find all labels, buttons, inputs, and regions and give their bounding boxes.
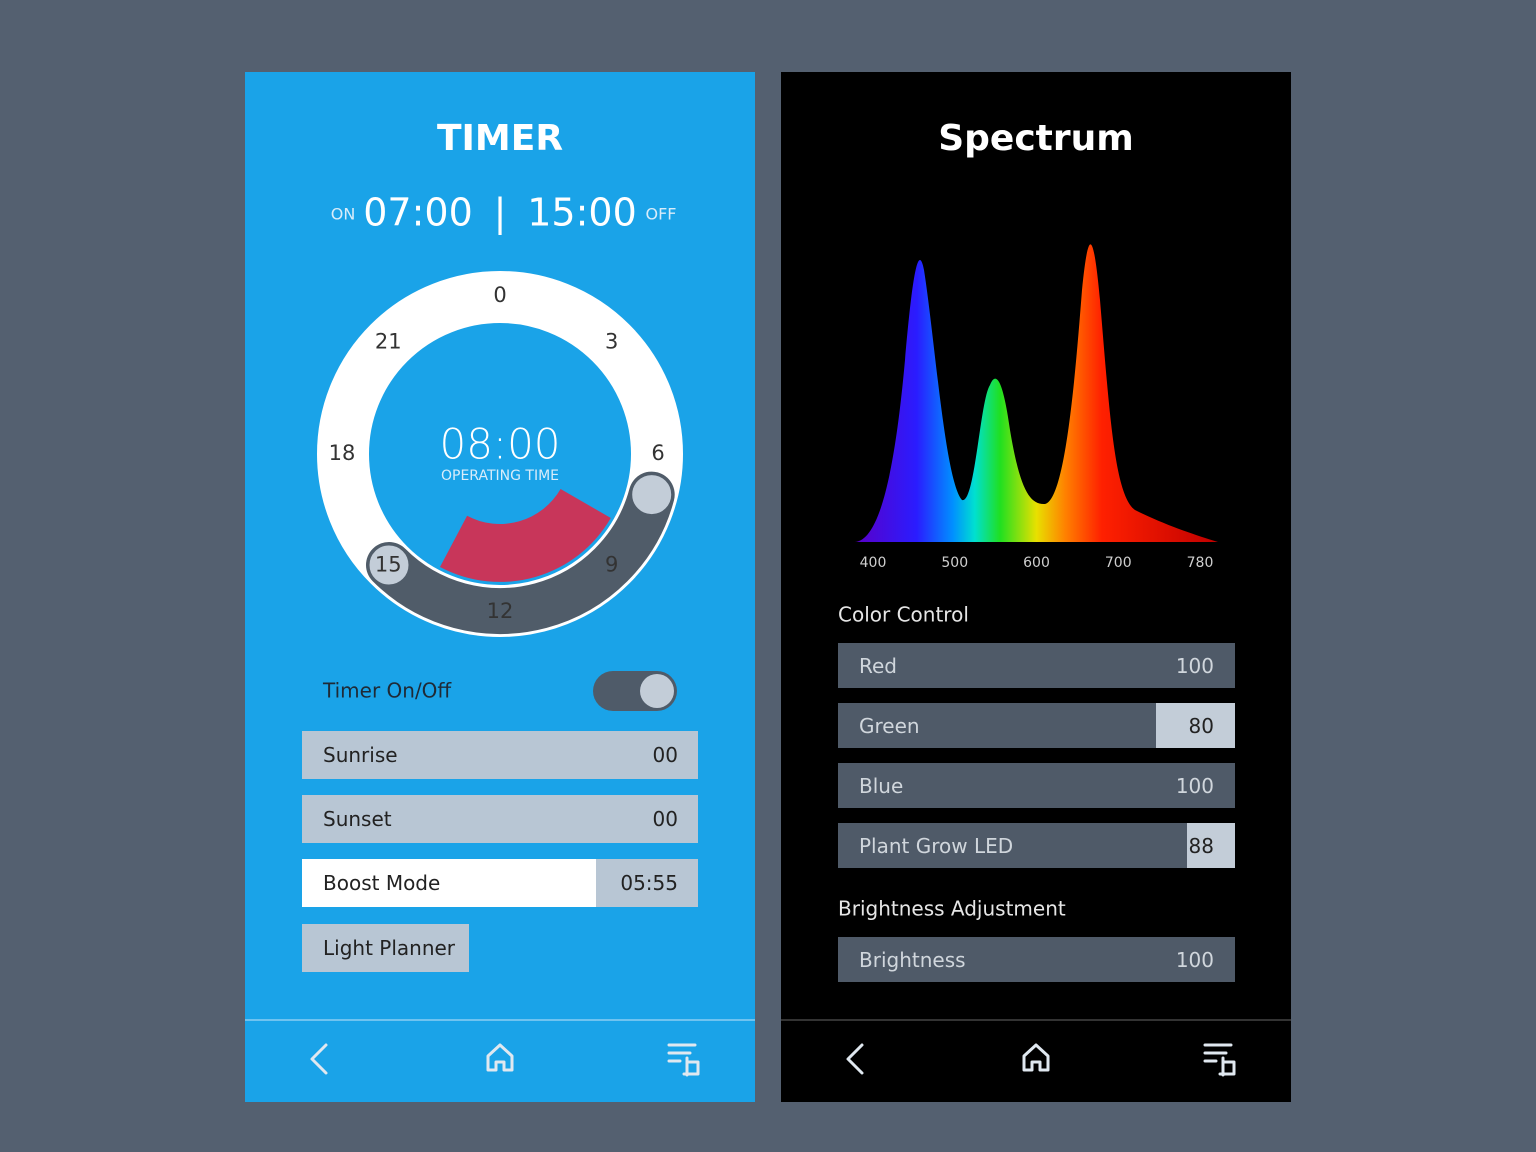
button-label: Light Planner	[323, 936, 456, 960]
slider-value: 100	[1175, 947, 1214, 972]
x-tick-label: 600	[1023, 555, 1050, 571]
setting-row[interactable]: Sunset 00	[302, 795, 698, 843]
brightness-heading: Brightness Adjustment	[838, 897, 1066, 921]
x-tick-label: 400	[860, 555, 887, 571]
on-label: ON	[331, 205, 356, 224]
dial-label: 21	[375, 329, 402, 353]
slider-label: Blue	[859, 773, 904, 798]
row-label: Sunrise	[323, 743, 398, 767]
setting-row[interactable]: Sunrise 00	[302, 731, 698, 779]
x-tick-label: 780	[1187, 555, 1214, 571]
spectrum-curve	[855, 244, 1218, 543]
row-label: Boost Mode	[323, 871, 441, 895]
slider-fill	[838, 937, 1235, 982]
slider-value: 80	[1188, 713, 1214, 738]
spectrum-panel	[781, 72, 1291, 1102]
slider-label: Green	[859, 713, 920, 738]
dial-label: 15	[375, 553, 402, 577]
slider-fill	[838, 763, 1235, 808]
toggle-label: Timer On/Off	[322, 679, 452, 703]
row-value: 00	[652, 807, 678, 831]
slider-value: 100	[1175, 773, 1214, 798]
separator: |	[494, 191, 507, 236]
off-time: 15:00	[527, 191, 637, 235]
slider-fill	[838, 643, 1235, 688]
menu-icon[interactable]	[667, 1043, 700, 1077]
row-label: Sunset	[323, 807, 392, 831]
dial-label: 6	[651, 441, 664, 465]
x-tick-label: 700	[1105, 555, 1132, 571]
off-label: OFF	[646, 205, 677, 224]
dial-label: 12	[487, 599, 514, 623]
row-highlight	[302, 859, 596, 907]
slider-fill	[838, 823, 1188, 868]
dial-label: 3	[605, 329, 618, 353]
dial-label: 18	[329, 441, 356, 465]
slider-fill	[838, 703, 1156, 748]
slider[interactable]: Brightness 100	[838, 937, 1235, 982]
x-tick-label: 500	[941, 555, 968, 571]
setting-row[interactable]: Boost Mode 05:55	[302, 859, 698, 907]
slider[interactable]: Plant Grow LED 88	[838, 823, 1235, 868]
back-icon[interactable]	[310, 1043, 328, 1075]
on-time: 07:00	[363, 191, 473, 235]
toggle-knob	[640, 674, 674, 708]
slider-label: Red	[859, 653, 897, 678]
slider-value: 100	[1175, 653, 1214, 678]
slider-label: Brightness	[859, 947, 966, 972]
off-handle[interactable]	[366, 542, 412, 588]
spectrum-title: Spectrum	[938, 118, 1134, 159]
slider[interactable]: Blue 100	[838, 763, 1235, 808]
slider[interactable]: Red 100	[838, 643, 1235, 688]
timer-title: TIMER	[437, 118, 563, 159]
slider[interactable]: Green 80	[838, 703, 1235, 748]
dial-label: 0	[493, 283, 506, 307]
on-handle[interactable]	[629, 472, 675, 518]
slider-label: Plant Grow LED	[859, 833, 1014, 858]
slider-value: 88	[1188, 833, 1214, 858]
home-icon[interactable]	[1022, 1043, 1050, 1072]
home-icon[interactable]	[486, 1043, 514, 1072]
light-planner-button[interactable]: Light Planner	[302, 924, 469, 972]
active-arc	[366, 471, 675, 634]
operating-label: OPERATING TIME	[441, 468, 559, 484]
row-value: 05:55	[620, 871, 678, 895]
operating-sector	[440, 489, 611, 582]
color-control-heading: Color Control	[838, 603, 969, 627]
menu-icon[interactable]	[1203, 1043, 1236, 1077]
row-value: 00	[652, 743, 678, 767]
dial-label: 9	[605, 553, 618, 577]
back-icon[interactable]	[846, 1043, 864, 1075]
operating-time: 08:00	[439, 420, 560, 469]
